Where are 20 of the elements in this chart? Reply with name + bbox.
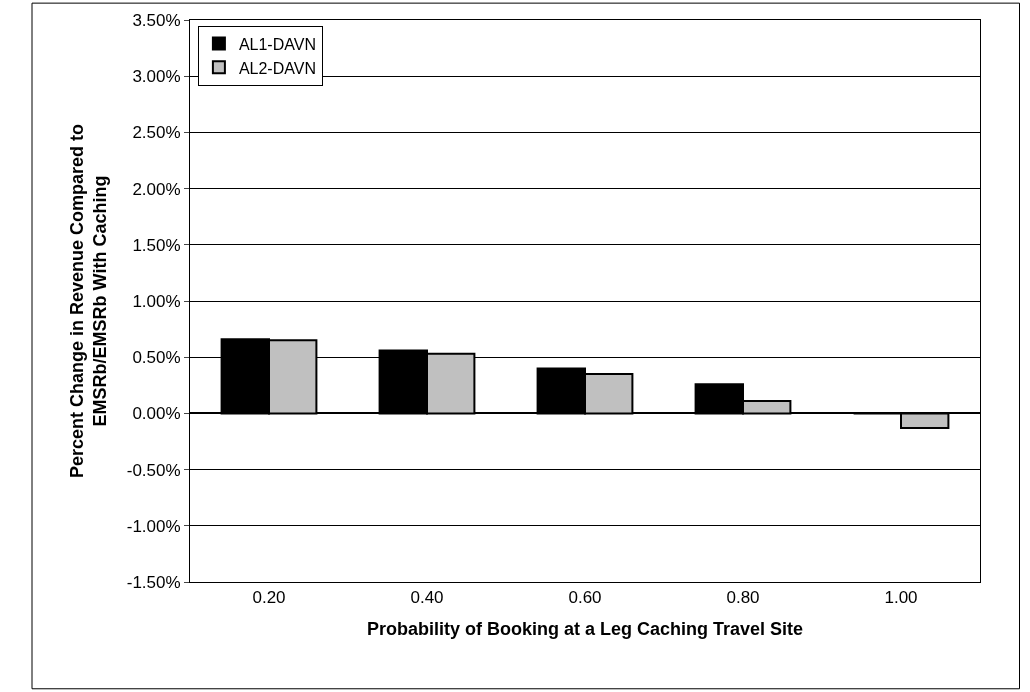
y-tick-label: 0.00% — [132, 404, 181, 424]
x-tick-label: 0.20 — [252, 588, 286, 608]
legend-label: AL2-DAVN — [238, 59, 316, 77]
x-tick-label: 0.60 — [568, 588, 602, 608]
x-tick-label: 1.00 — [884, 588, 918, 608]
x-axis-title: Probability of Booking at a Leg Caching Travel Site — [366, 618, 804, 639]
y-tick-label: 1.00% — [132, 291, 181, 311]
y-tick-label: 2.50% — [132, 123, 181, 143]
legend-label: AL1-DAVN — [238, 35, 316, 53]
y-tick-label: 1.50% — [132, 235, 181, 255]
y-tick-label: 3.50% — [132, 10, 181, 30]
y-tick-label: 3.00% — [132, 67, 181, 87]
x-tick-label: 0.40 — [410, 588, 444, 608]
y-tick-label: -1.50% — [126, 572, 181, 592]
y-tick-label: -0.50% — [126, 460, 181, 480]
y-tick-label: 0.50% — [132, 348, 181, 368]
x-tick-label: 0.80 — [726, 588, 760, 608]
y-tick-label: -1.00% — [126, 516, 181, 536]
y-axis-title: Percent Change in Revenue Compared to EMSRb/EMSRb With Caching — [66, 123, 110, 479]
y-tick-label: 2.00% — [132, 179, 181, 199]
